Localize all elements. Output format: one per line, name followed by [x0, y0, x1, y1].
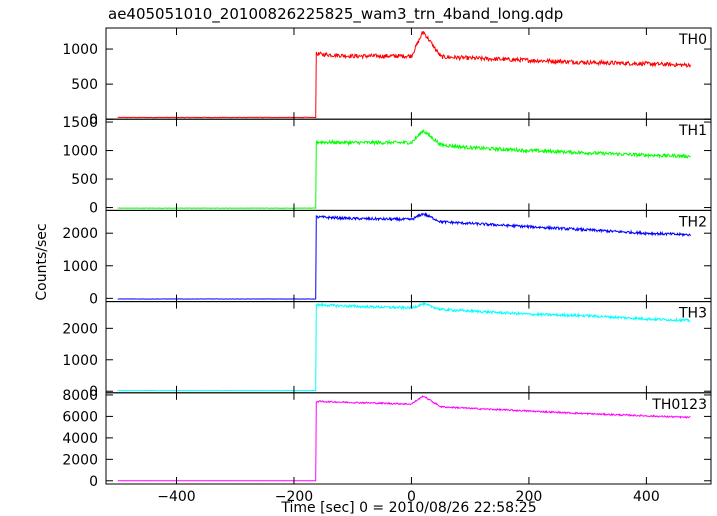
panels-group: 0 500 1000 TH0 0 500 1000 1500 TH1 0 1000 2000 TH2 0 1…: [62, 27, 712, 490]
panel-label: TH2: [678, 214, 707, 230]
y-tick-label: 4000: [62, 431, 98, 447]
y-tick-label: 2000: [62, 226, 98, 242]
x-tick-label: −200: [275, 489, 313, 505]
x-tick-label: 400: [633, 489, 660, 505]
panel-th0: 0 500 1000 TH0: [62, 27, 712, 128]
panel-label: TH0123: [651, 397, 707, 413]
y-tick-label: 1000: [62, 259, 98, 275]
y-tick-label: 0: [89, 112, 98, 128]
y-axis-label: Counts/sec: [34, 223, 50, 300]
chart-title: ae405051010_20100826225825_wam3_trn_4ban…: [108, 5, 563, 24]
y-tick-label: 1500: [62, 115, 98, 131]
y-tick-label: 2000: [62, 321, 98, 337]
y-tick-label: 500: [71, 172, 98, 188]
series-line-th0123: [117, 395, 691, 482]
y-tick-label: 0: [89, 291, 98, 307]
panel-th0123: 0 2000 4000 6000 8000 TH0123: [62, 388, 712, 490]
y-tick-label: 1000: [62, 353, 98, 369]
y-tick-label: 0: [89, 384, 98, 400]
y-tick-label: 6000: [62, 409, 98, 425]
panel-label: TH0: [678, 32, 707, 48]
panel-th2: 0 1000 2000 TH2: [62, 209, 712, 307]
x-tick-labels: −400 −200 0 200 400: [157, 489, 659, 505]
x-tick-label: 200: [516, 489, 543, 505]
panel-label: TH3: [678, 306, 707, 322]
series-line-th2: [117, 212, 691, 300]
x-tick-label: −400: [157, 489, 195, 505]
panel-frame: [105, 209, 712, 303]
panel-th3: 0 1000 2000 TH3: [62, 301, 712, 400]
x-tick-label: 0: [407, 489, 416, 505]
y-tick-label: 8000: [62, 388, 98, 404]
y-tick-label: 0: [89, 201, 98, 217]
y-tick-label: 500: [71, 77, 98, 93]
panel-frame: [105, 27, 712, 120]
y-tick-label: 0: [89, 474, 98, 490]
panel-frame: [105, 118, 712, 211]
panel-frame: [105, 301, 712, 394]
series-line-th1: [117, 128, 691, 209]
y-tick-label: 2000: [62, 452, 98, 468]
panel-frame: [105, 392, 712, 485]
y-tick-label: 1000: [62, 144, 98, 160]
x-axis-label: Time [sec] 0 = 2010/08/26 22:58:25: [280, 500, 536, 516]
series-line-th3: [117, 301, 691, 392]
series-line-th0: [117, 30, 691, 119]
panel-label: TH1: [678, 123, 707, 139]
panel-th1: 0 500 1000 1500 TH1: [62, 115, 712, 217]
y-tick-label: 1000: [62, 42, 98, 58]
